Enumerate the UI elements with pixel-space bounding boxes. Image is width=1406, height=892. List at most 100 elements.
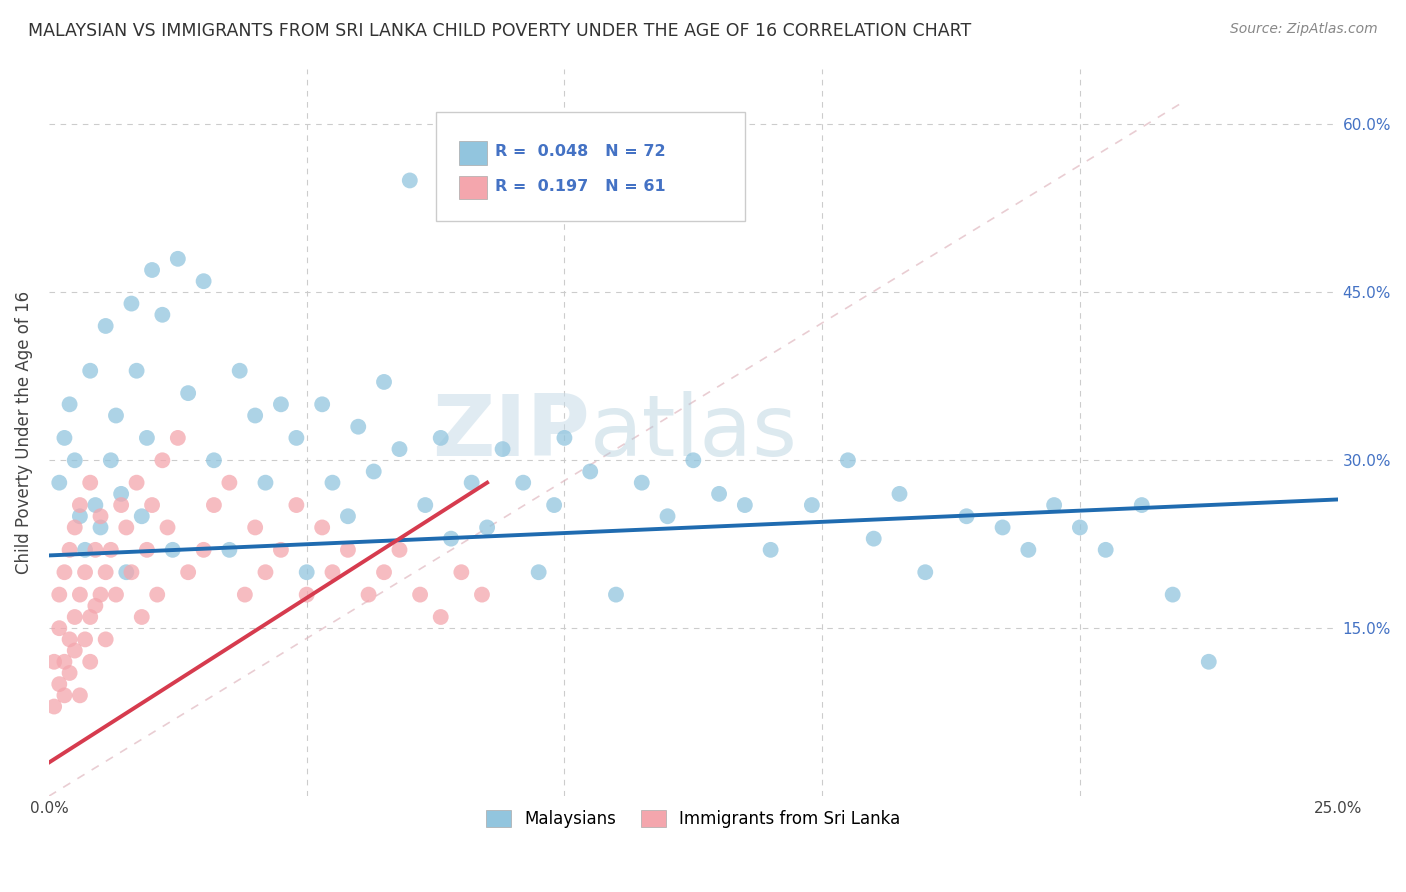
- Point: [491, 442, 513, 456]
- Point: [357, 588, 380, 602]
- Point: [84, 599, 107, 613]
- Point: [657, 509, 679, 524]
- Point: [388, 542, 411, 557]
- Point: [89, 509, 111, 524]
- Point: [94, 318, 117, 333]
- Point: [100, 453, 122, 467]
- Point: [89, 588, 111, 602]
- Point: [914, 566, 936, 580]
- Legend: Malaysians, Immigrants from Sri Lanka: Malaysians, Immigrants from Sri Lanka: [479, 804, 907, 835]
- Point: [605, 588, 627, 602]
- Point: [321, 566, 343, 580]
- Point: [336, 542, 359, 557]
- Point: [202, 453, 225, 467]
- Point: [100, 542, 122, 557]
- Point: [450, 566, 472, 580]
- Point: [1043, 498, 1066, 512]
- Point: [734, 498, 756, 512]
- Point: [254, 475, 277, 490]
- Point: [115, 520, 138, 534]
- Point: [409, 588, 432, 602]
- Point: [218, 542, 240, 557]
- Point: [991, 520, 1014, 534]
- Point: [166, 431, 188, 445]
- Point: [69, 689, 91, 703]
- Point: [233, 588, 256, 602]
- Point: [254, 566, 277, 580]
- Point: [270, 542, 292, 557]
- Point: [69, 498, 91, 512]
- Point: [79, 475, 101, 490]
- Point: [862, 532, 884, 546]
- Point: [104, 588, 127, 602]
- Point: [104, 409, 127, 423]
- Point: [177, 386, 200, 401]
- Point: [471, 588, 494, 602]
- Point: [955, 509, 977, 524]
- Point: [79, 364, 101, 378]
- Point: [321, 475, 343, 490]
- Point: [84, 498, 107, 512]
- Point: [115, 566, 138, 580]
- Point: [202, 498, 225, 512]
- Point: [146, 588, 169, 602]
- Point: [42, 655, 65, 669]
- Point: [336, 509, 359, 524]
- FancyBboxPatch shape: [436, 112, 745, 221]
- Point: [58, 542, 80, 557]
- Point: [125, 364, 148, 378]
- Point: [156, 520, 179, 534]
- Point: [53, 431, 76, 445]
- Point: [94, 566, 117, 580]
- Point: [837, 453, 859, 467]
- Point: [53, 655, 76, 669]
- Point: [110, 498, 132, 512]
- Point: [162, 542, 184, 557]
- Point: [193, 542, 215, 557]
- Point: [347, 419, 370, 434]
- Point: [707, 487, 730, 501]
- Point: [1198, 655, 1220, 669]
- Point: [166, 252, 188, 266]
- Point: [295, 588, 318, 602]
- Point: [48, 588, 70, 602]
- Point: [84, 542, 107, 557]
- Point: [512, 475, 534, 490]
- Point: [460, 475, 482, 490]
- Point: [120, 566, 142, 580]
- Point: [228, 364, 250, 378]
- Point: [120, 296, 142, 310]
- Point: [285, 431, 308, 445]
- Point: [759, 542, 782, 557]
- Point: [270, 397, 292, 411]
- Point: [150, 453, 173, 467]
- Point: [69, 588, 91, 602]
- Point: [889, 487, 911, 501]
- Point: [73, 542, 96, 557]
- Point: [48, 677, 70, 691]
- Point: [177, 566, 200, 580]
- Text: R =  0.048   N = 72: R = 0.048 N = 72: [495, 144, 665, 159]
- Point: [243, 520, 266, 534]
- Point: [69, 509, 91, 524]
- Text: MALAYSIAN VS IMMIGRANTS FROM SRI LANKA CHILD POVERTY UNDER THE AGE OF 16 CORRELA: MALAYSIAN VS IMMIGRANTS FROM SRI LANKA C…: [28, 22, 972, 40]
- Text: R =  0.197   N = 61: R = 0.197 N = 61: [495, 179, 665, 194]
- Point: [53, 566, 76, 580]
- Point: [527, 566, 550, 580]
- Point: [58, 632, 80, 647]
- Point: [135, 431, 157, 445]
- Point: [94, 632, 117, 647]
- FancyBboxPatch shape: [458, 141, 486, 164]
- Point: [63, 643, 86, 657]
- Point: [475, 520, 498, 534]
- Point: [579, 465, 602, 479]
- Point: [58, 665, 80, 680]
- Point: [388, 442, 411, 456]
- Point: [1017, 542, 1039, 557]
- Point: [63, 610, 86, 624]
- Point: [53, 689, 76, 703]
- Point: [135, 542, 157, 557]
- Point: [311, 520, 333, 534]
- Point: [79, 610, 101, 624]
- Point: [193, 274, 215, 288]
